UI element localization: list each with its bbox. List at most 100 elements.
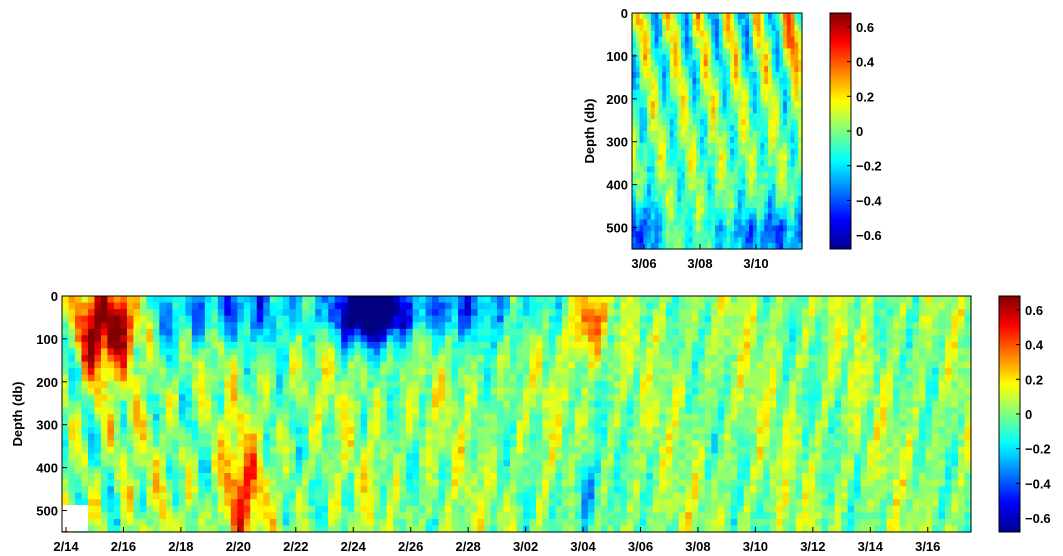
heatmap-cell xyxy=(451,446,459,454)
heatmap-cell xyxy=(113,407,122,415)
heatmap-cell xyxy=(626,368,634,376)
heatmap-cell xyxy=(360,466,368,474)
heatmap-cell xyxy=(152,492,160,500)
heatmap-cell xyxy=(412,368,420,376)
heatmap-cell xyxy=(790,148,796,156)
heatmap-cell xyxy=(696,24,701,32)
heatmap-cell xyxy=(334,355,342,363)
heatmap-cell xyxy=(775,136,780,144)
heatmap-cell xyxy=(768,201,773,209)
heatmap-cell xyxy=(74,361,83,369)
heatmap-cell xyxy=(412,328,420,336)
heatmap-cell xyxy=(172,453,180,461)
heatmap-cell xyxy=(347,466,355,474)
heatmap-cell xyxy=(87,296,96,304)
heatmap-cell xyxy=(790,54,796,61)
heatmap-cell xyxy=(146,427,154,435)
heatmap-cell xyxy=(741,60,746,67)
heatmap-cell xyxy=(669,113,675,120)
heatmap-cell xyxy=(302,348,310,356)
heatmap-cell xyxy=(230,355,238,363)
heatmap-cell xyxy=(445,459,453,468)
heatmap-cell xyxy=(139,440,147,448)
heatmap-cell xyxy=(419,302,427,310)
heatmap-cell xyxy=(711,30,716,38)
heatmap-cell xyxy=(730,178,735,185)
heatmap-cell xyxy=(635,77,641,85)
heatmap-cell xyxy=(688,154,694,162)
heatmap-cell xyxy=(237,473,245,481)
heatmap-cell xyxy=(779,125,784,132)
heatmap-cell xyxy=(737,113,743,120)
heatmap-cell xyxy=(775,119,780,126)
y-tick-label: 200 xyxy=(606,92,628,107)
heatmap-cell xyxy=(256,414,264,422)
heatmap-cell xyxy=(406,459,414,468)
heatmap-cell xyxy=(172,381,180,389)
heatmap-cell xyxy=(760,30,765,38)
heatmap-cell xyxy=(794,178,799,185)
heatmap-cell xyxy=(276,387,284,395)
heatmap-cell xyxy=(81,420,89,428)
heatmap-cell xyxy=(574,394,583,402)
heatmap-cell xyxy=(764,24,769,32)
heatmap-cell xyxy=(289,427,297,435)
heatmap-cell xyxy=(503,328,511,336)
heatmap-cell xyxy=(484,361,492,369)
heatmap-cell xyxy=(561,427,570,435)
heatmap-cell xyxy=(522,355,531,363)
heatmap-cell xyxy=(607,492,615,500)
heatmap-cell xyxy=(548,433,557,441)
heatmap-cell xyxy=(535,302,544,310)
heatmap-cell xyxy=(315,499,323,507)
heatmap-cell xyxy=(393,341,401,350)
heatmap-cell xyxy=(87,302,96,310)
heatmap-cell xyxy=(484,302,492,310)
heatmap-cell xyxy=(643,125,648,132)
heatmap-cell xyxy=(654,172,660,179)
heatmap-cell xyxy=(399,492,407,500)
heatmap-cell xyxy=(133,479,141,487)
heatmap-cell xyxy=(647,237,652,244)
heatmap-cell xyxy=(542,492,550,500)
heatmap-cell xyxy=(497,518,505,527)
heatmap-cell xyxy=(764,219,769,226)
heatmap-cell xyxy=(360,296,368,304)
heatmap-cell xyxy=(581,302,589,310)
heatmap-cell xyxy=(484,486,492,494)
heatmap-cell xyxy=(165,486,173,494)
heatmap-cell xyxy=(529,446,537,454)
heatmap-cell xyxy=(673,30,678,38)
heatmap-cell xyxy=(250,374,258,382)
heatmap-cell xyxy=(756,42,762,49)
heatmap-cell xyxy=(600,335,608,343)
heatmap-cell xyxy=(730,13,735,20)
heatmap-cell xyxy=(607,394,615,402)
heatmap-cell xyxy=(764,66,769,73)
heatmap-cell xyxy=(438,407,446,415)
heatmap-cell xyxy=(535,473,544,481)
heatmap-cell xyxy=(737,178,743,185)
heatmap-cell xyxy=(419,440,427,448)
heatmap-cell xyxy=(367,328,375,336)
heatmap-cell xyxy=(620,499,628,507)
heatmap-cell xyxy=(594,302,602,310)
heatmap-cell xyxy=(568,499,576,507)
heatmap-cell xyxy=(677,219,682,226)
heatmap-cell xyxy=(412,355,420,363)
heatmap-cell xyxy=(451,512,459,520)
heatmap-cell xyxy=(700,83,705,91)
heatmap-cell xyxy=(715,66,720,73)
heatmap-cell xyxy=(741,213,746,221)
heatmap-cell xyxy=(581,400,589,409)
heatmap-cell xyxy=(425,492,433,500)
heatmap-cell xyxy=(613,335,621,343)
heatmap-cell xyxy=(669,119,675,126)
heatmap-cell xyxy=(654,178,660,185)
heatmap-cell xyxy=(458,440,466,448)
heatmap-cell xyxy=(529,512,537,520)
heatmap-cell xyxy=(282,512,290,520)
heatmap-cell xyxy=(250,361,258,369)
heatmap-cell xyxy=(779,201,784,209)
heatmap-cell xyxy=(561,368,570,376)
